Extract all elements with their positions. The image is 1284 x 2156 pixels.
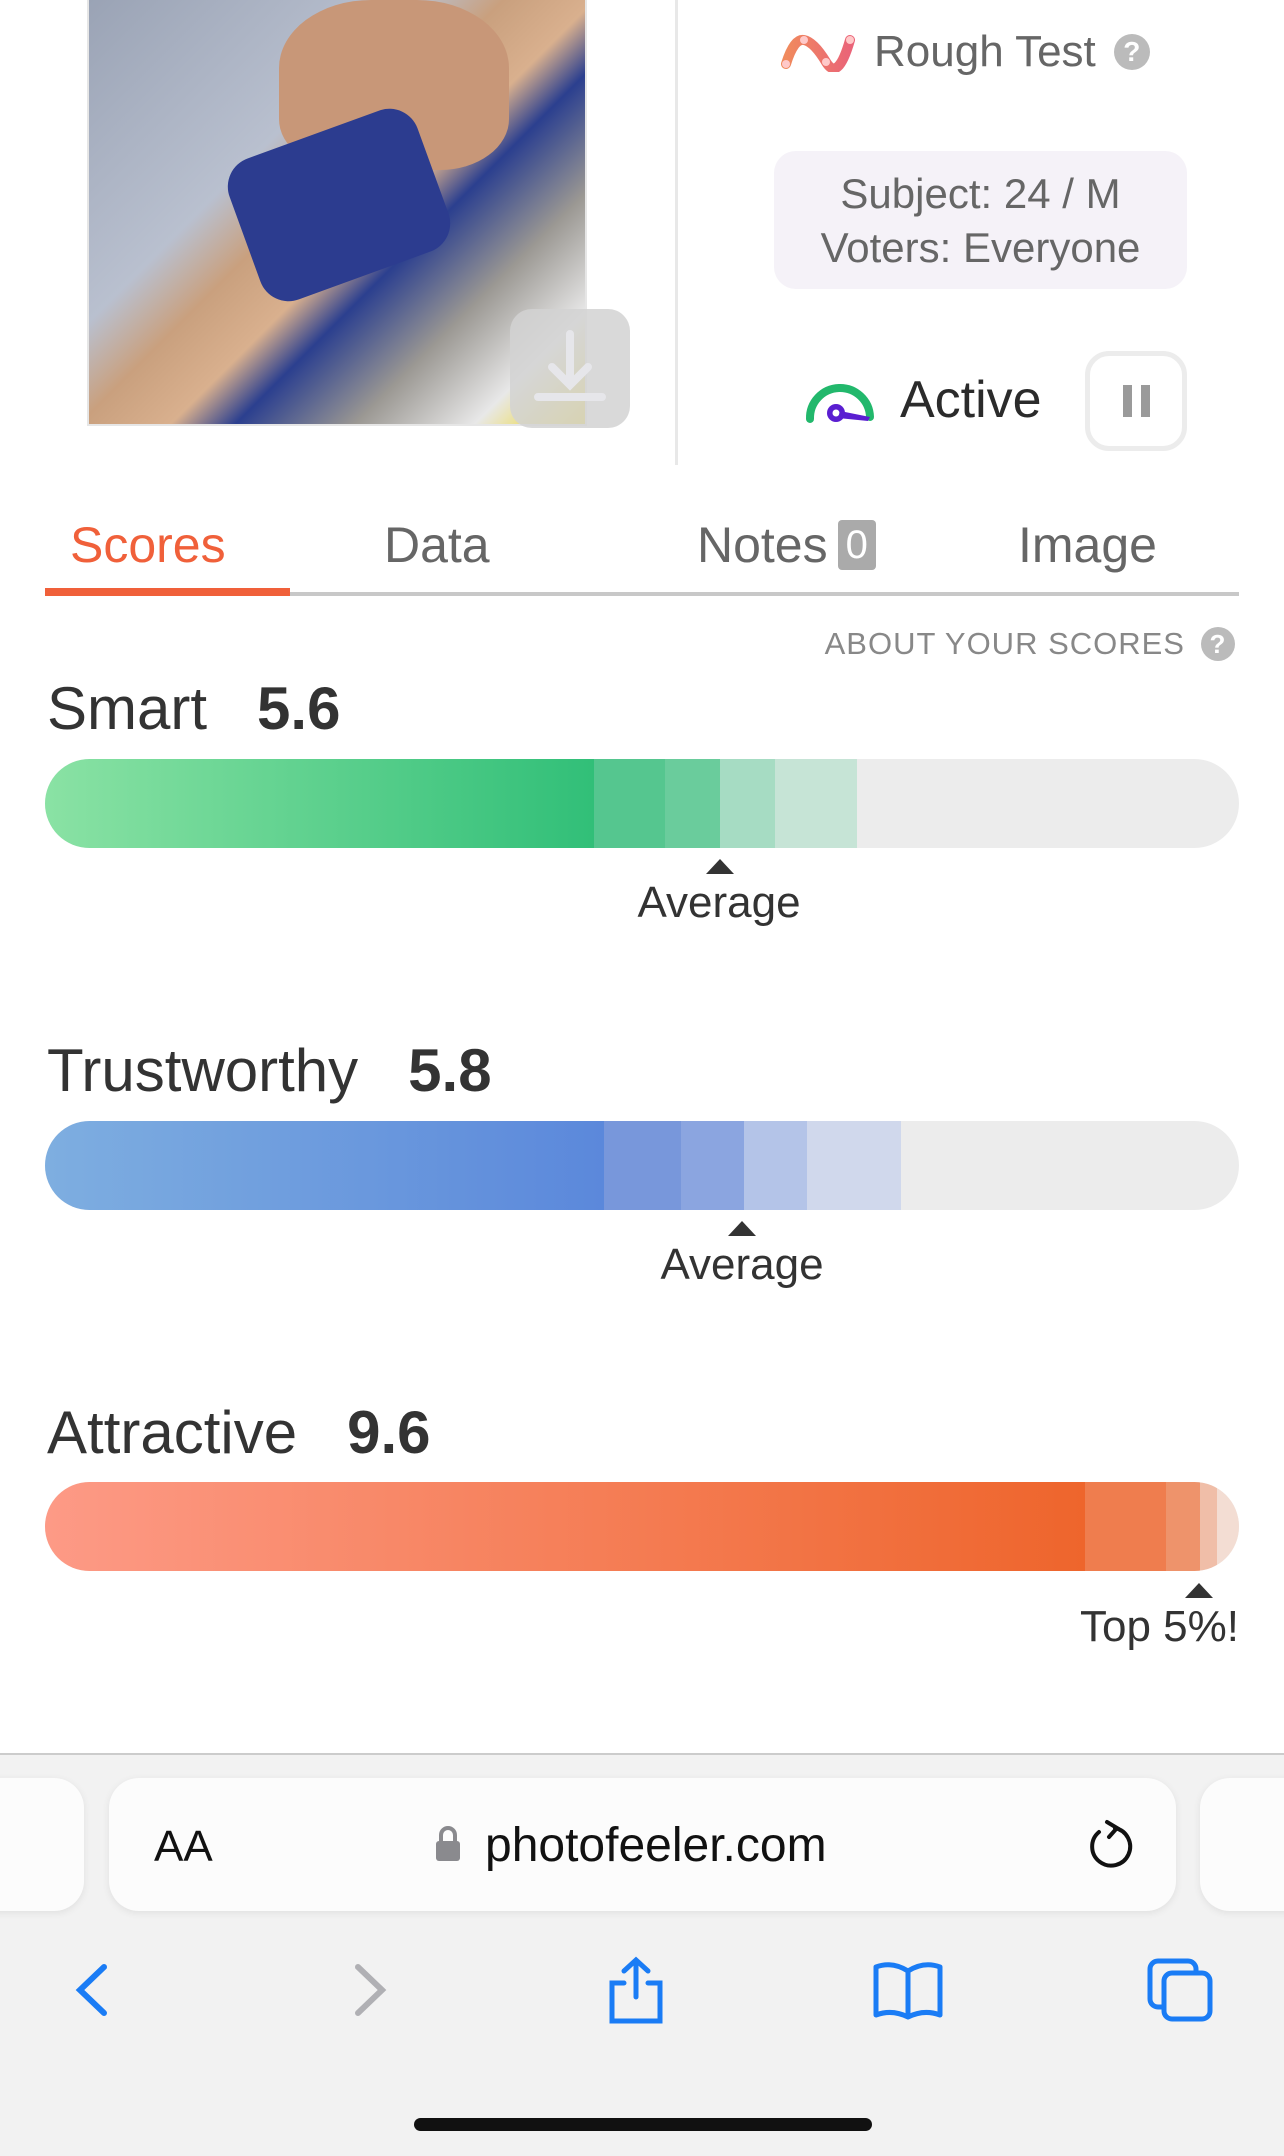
score-name: Attractive bbox=[47, 1399, 298, 1466]
tab-notes-label: Notes bbox=[697, 517, 828, 573]
status-label: Active bbox=[900, 371, 1042, 429]
test-type-label: Rough Test bbox=[874, 27, 1096, 76]
bar-fill bbox=[45, 759, 594, 848]
speedometer-icon bbox=[805, 384, 874, 423]
download-button[interactable] bbox=[510, 309, 630, 428]
score-name: Smart bbox=[47, 675, 208, 742]
bar-range-segment bbox=[1200, 1482, 1217, 1571]
about-scores-label: ABOUT YOUR SCORES bbox=[824, 626, 1185, 661]
bar-range-segment bbox=[594, 759, 665, 848]
home-indicator[interactable] bbox=[414, 2118, 872, 2131]
bar-range-segment bbox=[1217, 1482, 1239, 1571]
subject-info-box: Subject: 24 / M Voters: Everyone bbox=[774, 151, 1187, 289]
score-value: 5.8 bbox=[408, 1037, 492, 1104]
bar-fill bbox=[45, 1121, 604, 1210]
previous-tab-card[interactable] bbox=[0, 1778, 84, 1911]
tab-scores[interactable]: Scores bbox=[70, 517, 226, 573]
next-tab-card[interactable] bbox=[1200, 1778, 1284, 1911]
bookmarks-icon[interactable] bbox=[872, 1955, 944, 2025]
score-value: 5.6 bbox=[257, 675, 341, 742]
url-text: photofeeler.com bbox=[485, 1819, 827, 1872]
average-label: Average bbox=[660, 1240, 824, 1289]
bar-fill bbox=[45, 1482, 1085, 1571]
lock-icon bbox=[436, 1826, 460, 1861]
back-icon[interactable] bbox=[60, 1955, 132, 2025]
score-attractive: Attractive 9.6 bbox=[47, 1398, 431, 1467]
download-icon bbox=[534, 330, 606, 401]
pause-button[interactable] bbox=[1085, 351, 1187, 451]
bar-range-segment bbox=[681, 1121, 744, 1210]
test-type: Rough Test ? bbox=[780, 26, 1150, 78]
bar-range-segment bbox=[1085, 1482, 1166, 1571]
tab-bar: Scores Data Notes 0 Image bbox=[45, 510, 1239, 596]
bar-range-segment bbox=[775, 759, 857, 848]
voters-text: Voters: Everyone bbox=[820, 224, 1141, 271]
bar-range-segment bbox=[744, 1121, 807, 1210]
test-status: Active bbox=[804, 370, 1042, 430]
score-value: 9.6 bbox=[347, 1399, 431, 1466]
share-icon[interactable] bbox=[600, 1955, 672, 2025]
help-icon: ? bbox=[1201, 627, 1235, 661]
top-percentile-marker-icon bbox=[1185, 1583, 1213, 1598]
tab-image[interactable]: Image bbox=[1018, 517, 1157, 573]
active-tab-underline bbox=[45, 588, 290, 596]
address-bar[interactable]: AA photofeeler.com bbox=[109, 1778, 1176, 1911]
top-percentile-label: Top 5%! bbox=[1080, 1602, 1239, 1651]
average-label: Average bbox=[637, 878, 801, 927]
header-divider bbox=[675, 0, 678, 465]
text-size-button[interactable]: AA bbox=[154, 1822, 213, 1871]
tabs-icon[interactable] bbox=[1144, 1955, 1216, 2025]
tab-data[interactable]: Data bbox=[384, 517, 490, 573]
pause-icon bbox=[1122, 385, 1132, 417]
pause-icon bbox=[1140, 385, 1150, 417]
bar-range-segment bbox=[1166, 1482, 1200, 1571]
score-trustworthy: Trustworthy 5.8 bbox=[47, 1036, 492, 1105]
notes-count-badge: 0 bbox=[837, 520, 876, 570]
average-marker-icon bbox=[706, 859, 734, 874]
bar-range-segment bbox=[807, 1121, 901, 1210]
average-marker-icon bbox=[728, 1221, 756, 1236]
forward-icon[interactable] bbox=[330, 1955, 402, 2025]
bar-range-segment bbox=[720, 759, 775, 848]
bar-range-segment bbox=[665, 759, 720, 848]
bar-range-segment bbox=[604, 1121, 681, 1210]
subject-text: Subject: 24 / M bbox=[840, 170, 1121, 217]
subject-photo[interactable] bbox=[87, 0, 587, 426]
trustworthy-score-bar bbox=[45, 1121, 1239, 1210]
score-smart: Smart 5.6 bbox=[47, 674, 340, 743]
rough-test-logo-icon bbox=[781, 34, 855, 72]
tab-notes[interactable]: Notes 0 bbox=[697, 510, 876, 592]
reload-icon[interactable] bbox=[1085, 1818, 1135, 1872]
help-icon[interactable]: ? bbox=[1113, 34, 1150, 70]
smart-score-bar bbox=[45, 759, 1239, 848]
about-scores-link[interactable]: ABOUT YOUR SCORES ? bbox=[825, 626, 1235, 662]
attractive-score-bar bbox=[45, 1482, 1239, 1571]
score-name: Trustworthy bbox=[47, 1037, 359, 1104]
